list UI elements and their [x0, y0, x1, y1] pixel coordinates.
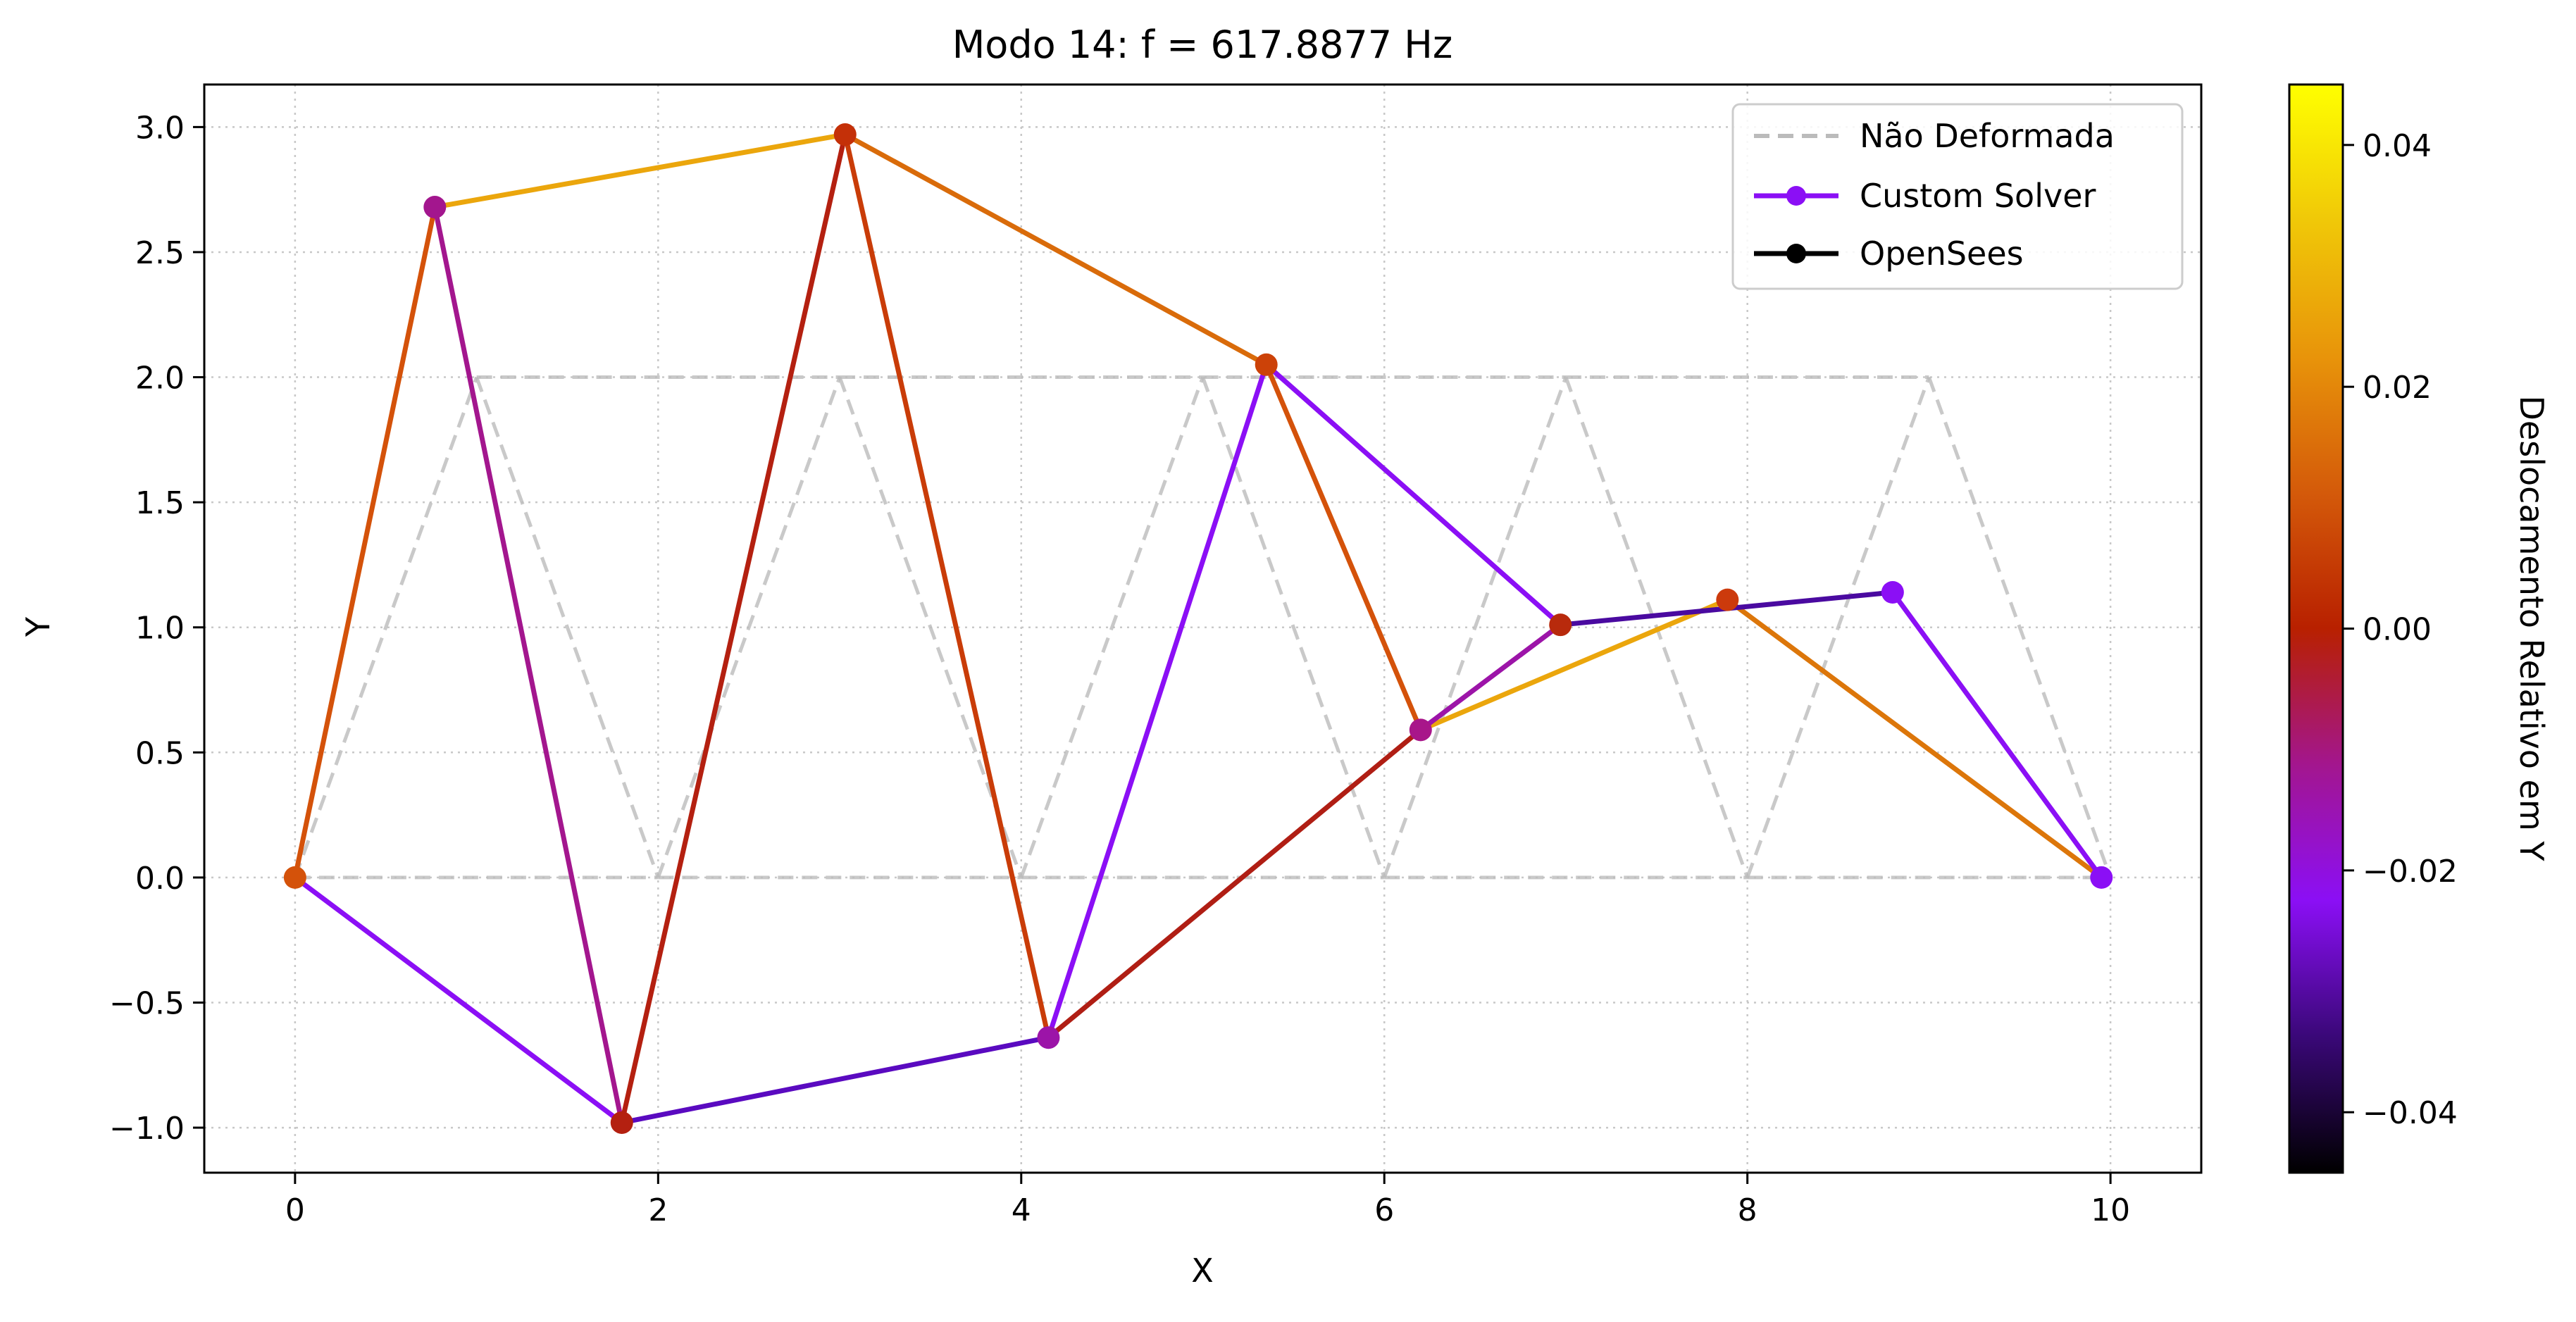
- deformed-nodes: [283, 123, 2113, 1134]
- deformed-node: [2090, 866, 2113, 889]
- colorbar-tick-label: 0.04: [2363, 128, 2432, 164]
- deformed-member: [1724, 597, 2104, 880]
- deformed-member: [432, 204, 625, 1125]
- colorbar-tick-label: 0.00: [2363, 612, 2432, 648]
- deformed-node: [1255, 353, 1278, 376]
- deformed-member: [432, 132, 848, 210]
- deformed-member: [619, 132, 848, 1125]
- x-tick-label: 0: [285, 1192, 305, 1228]
- plot-frame: [203, 83, 2203, 1174]
- x-tick-label: 8: [1738, 1192, 1757, 1228]
- y-tick-label: 3.0: [135, 110, 185, 146]
- y-tick-label: 1.5: [135, 485, 185, 521]
- y-tick-label: 0.5: [135, 735, 185, 771]
- x-axis-label: X: [1191, 1252, 1214, 1290]
- colorbar-ticks: −0.04 −0.02 0.00 0.02 0.04: [2343, 128, 2458, 1131]
- legend-marker-opensees: [1786, 244, 1806, 263]
- y-tick-label: 2.5: [135, 235, 185, 271]
- legend-box: [1731, 103, 2184, 290]
- legend-label-opensees: OpenSees: [1860, 235, 2024, 273]
- colorbar-tick-label: 0.02: [2363, 370, 2432, 406]
- deformed-member: [619, 1035, 1051, 1125]
- deformed-member: [842, 132, 1269, 368]
- undeformed-member: [1201, 376, 1386, 878]
- colorbar: −0.04 −0.02 0.00 0.02 0.04 Deslocamento Rela…: [2288, 83, 2551, 1174]
- undeformed-structure: [293, 375, 2113, 880]
- deformed-member: [842, 132, 1051, 1040]
- x-tick-label: 4: [1012, 1192, 1031, 1228]
- deformed-node: [610, 1111, 633, 1134]
- deformed-node: [1881, 581, 1904, 604]
- colorbar-tick-label: −0.02: [2363, 854, 2458, 890]
- colorbar-label: Deslocamento Relativo em Y: [2513, 396, 2551, 862]
- deformed-member: [1045, 362, 1269, 1040]
- deformed-node: [423, 196, 447, 219]
- deformed-member: [1264, 362, 1424, 732]
- deformed-node: [1716, 588, 1739, 611]
- x-tick-label: 10: [2091, 1192, 2130, 1228]
- deformed-node: [1549, 613, 1572, 637]
- deformed-node: [1037, 1026, 1060, 1049]
- legend: Não Deformada Custom Solver OpenSees: [1731, 103, 2184, 290]
- y-tick-label: 1.0: [135, 611, 185, 647]
- undeformed-member: [475, 376, 660, 878]
- x-axis-ticks: 0 2 4 6 8 10: [285, 1173, 2130, 1228]
- deformed-member: [292, 875, 625, 1125]
- undeformed-member: [1019, 376, 1205, 878]
- chart-title: Modo 14: f = 617.8877 Hz: [952, 23, 1453, 67]
- colorbar-gradient: [2288, 83, 2344, 1174]
- y-axis-label: Y: [19, 616, 57, 637]
- undeformed-member: [1382, 376, 1568, 878]
- y-tick-label: −0.5: [109, 985, 185, 1021]
- x-tick-label: 2: [648, 1192, 668, 1228]
- colorbar-tick-label: −0.04: [2363, 1095, 2458, 1131]
- y-tick-label: 2.0: [135, 361, 185, 397]
- deformed-structure: [292, 132, 2104, 1125]
- undeformed-member: [838, 376, 1023, 878]
- deformed-node: [1409, 718, 1432, 742]
- legend-label-custom-solver: Custom Solver: [1860, 177, 2096, 215]
- deformed-member: [1418, 597, 1730, 732]
- y-tick-label: −1.0: [109, 1111, 185, 1147]
- deformed-node: [283, 866, 306, 889]
- undeformed-member: [656, 376, 842, 878]
- y-axis-ticks: −1.0 −0.5 0.0 0.5 1.0 1.5 2.0 2.5 3.0: [109, 110, 204, 1147]
- undeformed-member: [1927, 376, 2113, 878]
- deformed-member: [1418, 622, 1563, 732]
- x-tick-label: 6: [1374, 1192, 1394, 1228]
- deformed-node: [833, 123, 857, 146]
- legend-label-undeformed: Não Deformada: [1860, 117, 2115, 155]
- y-tick-label: 0.0: [135, 861, 185, 897]
- undeformed-member: [293, 376, 478, 878]
- undeformed-member: [1746, 376, 1931, 878]
- deformed-member: [1890, 590, 2104, 880]
- deformed-member: [292, 204, 437, 880]
- deformed-member: [1264, 362, 1563, 628]
- legend-marker-custom-solver: [1786, 186, 1806, 206]
- deformed-member: [1045, 727, 1424, 1040]
